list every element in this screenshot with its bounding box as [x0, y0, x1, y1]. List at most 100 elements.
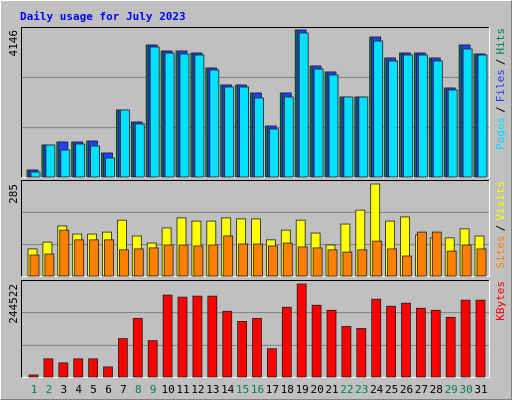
- bar: [341, 326, 352, 378]
- bar: [74, 239, 85, 277]
- legend-entry: KBytes: [494, 281, 507, 321]
- panel-edge-light: [21, 180, 490, 277]
- bar: [147, 340, 158, 378]
- x-tick-label: 24: [370, 383, 384, 396]
- bar: [461, 244, 472, 277]
- bar: [177, 296, 188, 378]
- bar: [460, 299, 471, 378]
- x-tick-label: 8: [135, 383, 142, 396]
- x-tick-label: 23: [355, 383, 368, 396]
- bar: [90, 145, 100, 178]
- bar: [207, 295, 218, 378]
- bar: [43, 358, 54, 378]
- bar: [119, 249, 129, 277]
- x-tick-label: 9: [150, 383, 157, 396]
- x-tick-label: 5: [90, 383, 97, 396]
- bar: [401, 302, 411, 378]
- bar: [416, 231, 427, 277]
- bar: [432, 60, 443, 178]
- bar: [73, 358, 84, 378]
- bar: [30, 171, 41, 178]
- panel-edge-light: [21, 280, 490, 378]
- x-tick-label: 29: [445, 383, 458, 396]
- legend-entry: Hits: [494, 28, 507, 55]
- bar: [194, 54, 205, 178]
- bar: [462, 48, 473, 178]
- bar: [447, 89, 458, 178]
- x-tick-label: 10: [161, 383, 174, 396]
- bar: [431, 231, 442, 277]
- x-tick-label: 21: [325, 383, 338, 396]
- x-tick-label: 3: [60, 383, 67, 396]
- x-tick-label: 26: [400, 383, 413, 396]
- bar: [476, 248, 487, 277]
- bar: [430, 309, 441, 378]
- legend-separator: /: [494, 106, 507, 113]
- bar: [254, 97, 264, 178]
- bar: [44, 253, 55, 277]
- bar: [297, 246, 308, 277]
- bar: [192, 295, 203, 378]
- legend-entry: Files: [494, 69, 507, 102]
- bar: [178, 244, 189, 277]
- bar: [281, 306, 292, 378]
- x-tick-label: 1: [31, 383, 38, 396]
- bar: [222, 310, 233, 378]
- bar: [163, 244, 174, 277]
- x-tick-label: 13: [206, 383, 219, 396]
- bar: [296, 283, 307, 378]
- bar: [88, 358, 98, 378]
- bar: [104, 239, 114, 277]
- bar: [445, 316, 456, 378]
- bar: [89, 239, 99, 277]
- bar: [209, 69, 220, 178]
- bar: [477, 54, 488, 178]
- bar: [388, 60, 399, 178]
- bar: [328, 74, 339, 178]
- bar: [266, 348, 277, 378]
- x-tick-label: 12: [191, 383, 204, 396]
- bar: [387, 248, 398, 277]
- legend-separator: /: [494, 225, 507, 232]
- bar: [164, 52, 175, 178]
- bar: [224, 86, 235, 178]
- bar: [372, 240, 383, 277]
- bar: [298, 32, 309, 178]
- bar: [371, 298, 382, 378]
- panel-edge-dark: [21, 180, 490, 277]
- bar: [193, 245, 204, 277]
- x-tick-label: 7: [120, 383, 127, 396]
- bar: [342, 251, 353, 277]
- bar: [238, 243, 249, 277]
- bar: [29, 254, 40, 277]
- bar: [283, 96, 294, 178]
- x-tick-label: 16: [251, 383, 264, 396]
- bar: [253, 243, 263, 277]
- bar: [268, 128, 279, 178]
- bar: [415, 307, 426, 378]
- legend-entry: Visits: [494, 181, 507, 221]
- x-tick-label: 19: [296, 383, 309, 396]
- bar: [357, 249, 368, 277]
- bar: [103, 366, 113, 378]
- bar: [402, 255, 412, 277]
- x-tick-label: 18: [281, 383, 294, 396]
- panel-edge-dark: [21, 280, 490, 378]
- panel-edge-dark: [21, 27, 490, 178]
- bar: [386, 305, 397, 378]
- bar: [356, 328, 367, 378]
- legend-entry: Sites: [494, 235, 507, 268]
- bar: [162, 294, 173, 378]
- bar: [343, 96, 354, 178]
- bar: [327, 249, 338, 277]
- bar: [59, 229, 70, 277]
- bar: [417, 54, 428, 178]
- bar: [239, 86, 250, 178]
- bar: [403, 54, 413, 178]
- x-tick-label: 28: [430, 383, 443, 396]
- bar: [75, 143, 86, 178]
- legend: KBytes: [494, 281, 507, 321]
- y-tick-label: 244522: [7, 284, 20, 324]
